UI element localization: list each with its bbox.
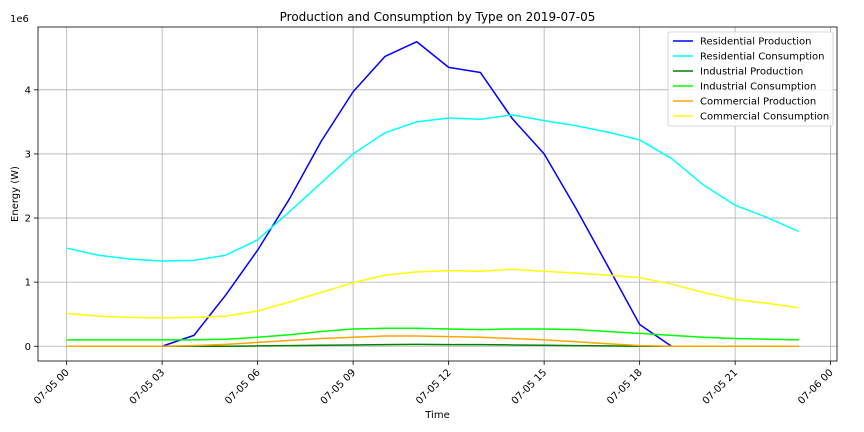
x-tick-label: 07-05 03 [128,367,168,407]
y-offset-label: 1e6 [10,14,29,25]
y-tick-label: 2 [25,214,31,225]
series-lines [66,40,800,348]
legend-entry: Industrial Consumption [700,82,816,93]
legend-entry: Commercial Consumption [700,112,829,123]
x-tick-label: 07-05 06 [223,367,263,407]
x-axis-label: Time [424,410,449,421]
y-tick-label: 1 [25,278,31,289]
y-tick-label: 3 [25,149,31,160]
x-tick-label: 07-05 18 [605,367,645,407]
legend-entry: Industrial Production [700,67,803,78]
series-line-industrial-consumption [66,327,799,341]
legend: Residential Production Residential Consum… [667,31,834,127]
legend-box [667,31,834,127]
x-tick-label: 07-05 09 [319,367,359,407]
y-axis-label: Energy (W) [10,166,21,222]
chart-title: Production and Consumption by Type on 20… [280,10,596,24]
x-tick-label: 07-05 15 [510,367,550,407]
x-tick-label: 07-05 21 [701,367,741,407]
x-axis-ticks: 07-05 00 07-05 03 07-05 06 07-05 09 07-05 12… [32,361,836,407]
y-axis-ticks: 0 1 2 3 4 [25,85,38,353]
plot-area [37,26,838,362]
series-line-commercial-consumption [66,268,799,319]
y-tick-label: 0 [25,342,31,353]
x-tick-label: 07-06 00 [796,367,836,407]
x-tick-label: 07-05 12 [414,367,454,407]
x-tick-label: 07-05 00 [32,367,72,407]
legend-entry: Residential Production [700,37,811,48]
series-line-commercial-production [66,335,799,348]
y-tick-label: 4 [25,85,31,96]
legend-entry: Commercial Production [700,97,816,108]
legend-entry: Residential Consumption [700,52,825,63]
series-line-residential-consumption [66,114,800,262]
